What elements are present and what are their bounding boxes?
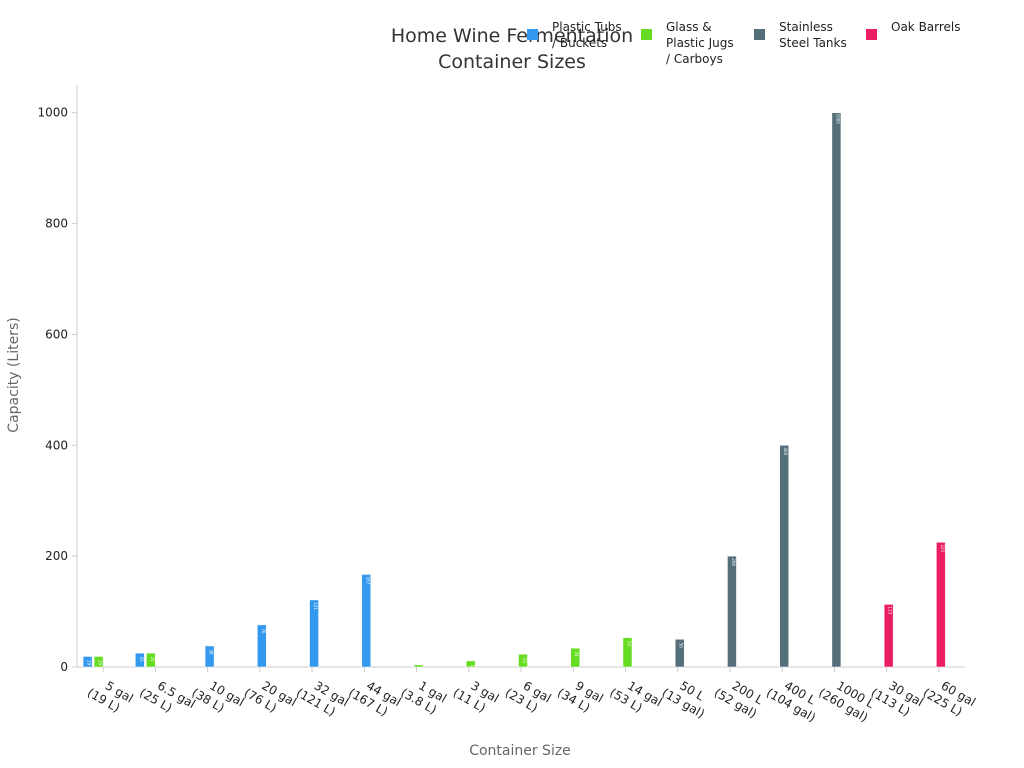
legend-swatch [866,29,877,40]
y-tick-label: 200 [45,549,68,563]
x-tick-label: 400 L(104 gal) [764,672,826,724]
x-tick-label: 200 L(52 gal) [712,672,767,720]
bar [518,654,528,668]
x-tick-label: 6.5 gal(25 L) [137,672,198,724]
bar-value-label: 1000 [835,114,840,125]
x-axis-label: Container Size [469,743,571,759]
bar-value-label: 76 [261,628,266,634]
x-tick-labels: 5 gal(19 L) 6.5 gal(25 L) 10 gal(38 L) 20 g… [85,667,978,725]
legend-swatch [641,29,652,40]
bar-value-label: 25 [150,657,155,663]
legend-label: Stainless Steel Tanks [779,20,847,50]
bar-value-label: 3.8 [418,668,423,675]
y-axis-label: Capacity (Liters) [6,317,22,432]
bar [831,112,842,668]
bar-value-label: 121 [313,602,318,610]
bar-value-label: 23 [522,658,527,664]
x-tick-label: 1000 L(260 gal) [816,672,878,724]
x-tick-label: 50 L(13 gal) [660,672,715,720]
bar-value-label: 34 [574,652,579,658]
y-tick-label: 800 [45,217,68,231]
bar [146,652,156,668]
bar-value-label: 19 [98,660,103,666]
bar-value-label: 38 [209,649,214,655]
chart-title: Home Wine Fermentation Container Sizes [391,25,633,73]
bar-value-label: 50 [679,643,684,649]
x-tick-label: 9 gal(34 L) [555,672,606,718]
bar [257,624,267,668]
x-tick-label: 60 gal(225 L) [921,672,978,722]
bar [135,652,145,668]
legend-label: Oak Barrels [891,20,961,34]
bars: 19 19 25 25 38 76 121 167 3.8 11 23 34 53 50 200 400 100… [82,112,946,675]
bar-value-label: 25 [139,657,144,663]
x-tick-label: 5 gal(19 L) [85,672,136,718]
bar [674,639,685,668]
x-tick-label: 44 gal(167 L) [346,672,403,722]
bar-value-label: 400 [783,447,788,455]
bar-value-label: 113 [888,607,893,615]
bar [727,555,737,668]
x-tick-label: 14 gal(53 L) [607,672,664,722]
bar-value-label: 167 [365,577,370,585]
bar [309,599,319,668]
bar-value-label: 53 [626,641,631,647]
bar [204,645,215,668]
x-tick-label: 1 gal(3.8 L) [398,672,449,718]
x-tick-label: 30 gal(113 L) [868,672,925,722]
bar-value-label: 11 [470,664,475,670]
legend-swatch [754,29,765,40]
chart-title-line: Container Sizes [438,51,586,73]
bar [622,637,633,668]
legend-label: Glass & Plastic Jugs / Carboys [666,20,734,66]
y-tick-label: 600 [45,327,68,341]
bar [93,656,104,668]
bar [883,604,894,668]
y-tick-label: 400 [45,438,68,452]
legend-swatch [527,29,538,40]
x-tick-label: 3 gal(11 L) [451,672,502,718]
bar [361,574,372,668]
x-tick-label: 6 gal(23 L) [503,672,554,718]
bar [570,647,580,668]
x-tick-label: 10 gal(38 L) [189,672,246,722]
y-tick-label: 1000 [37,106,68,120]
bar [413,664,424,668]
bar-value-label: 200 [731,558,736,566]
bar [779,445,789,668]
axes: 0 200 400 600 800 1000 [37,85,965,674]
x-tick-label: 20 gal(76 L) [242,672,299,722]
bar [466,660,476,668]
legend-label: Plastic Tubs / Buckets [552,20,622,50]
bar [936,542,946,668]
chart-title-line: Home Wine Fermentation [391,25,633,47]
legend: Plastic Tubs / Buckets Glass & Plastic Jugs… [527,20,961,66]
bar [82,656,93,668]
bar-value-label: 225 [940,544,945,552]
bar-value-label: 19 [87,660,92,666]
y-tick-label: 0 [60,660,68,674]
x-tick-label: 32 gal(121 L) [294,672,351,722]
